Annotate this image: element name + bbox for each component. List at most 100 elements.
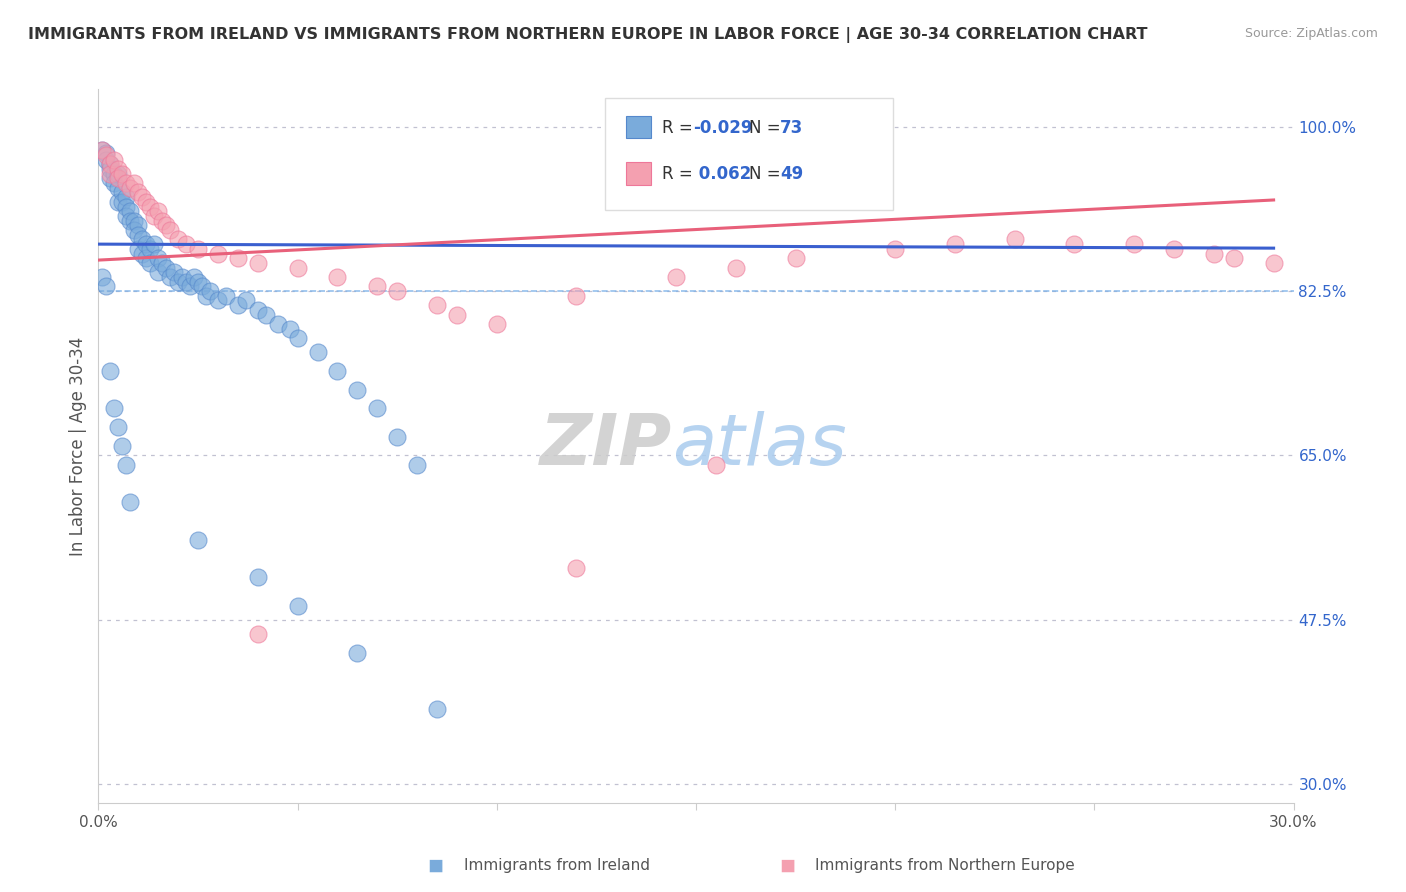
Point — [226, 251, 249, 265]
Point — [246, 256, 269, 270]
Point — [187, 533, 209, 547]
Point — [326, 270, 349, 285]
Point — [426, 702, 449, 716]
Point — [246, 302, 269, 317]
Text: ◼: ◼ — [427, 855, 444, 875]
Point — [565, 289, 588, 303]
Text: ◼: ◼ — [779, 855, 796, 875]
Text: Immigrants from Northern Europe: Immigrants from Northern Europe — [815, 858, 1076, 872]
Point — [366, 279, 388, 293]
Point — [246, 570, 269, 584]
Point — [1202, 246, 1225, 260]
Point — [167, 232, 190, 246]
Point — [91, 143, 114, 157]
Point — [187, 275, 209, 289]
Point — [103, 167, 125, 181]
Point — [884, 242, 907, 256]
Point — [565, 561, 588, 575]
Point — [98, 171, 122, 186]
Point — [665, 270, 688, 285]
Point — [215, 289, 238, 303]
Point — [174, 237, 197, 252]
Point — [174, 275, 197, 289]
Point — [127, 186, 149, 200]
Point — [183, 270, 205, 285]
Point — [139, 256, 162, 270]
Point — [278, 321, 301, 335]
Point — [139, 200, 162, 214]
Point — [187, 242, 209, 256]
Text: Immigrants from Ireland: Immigrants from Ireland — [464, 858, 650, 872]
Point — [191, 279, 214, 293]
Text: -0.029: -0.029 — [693, 119, 752, 136]
Text: IMMIGRANTS FROM IRELAND VS IMMIGRANTS FROM NORTHERN EUROPE IN LABOR FORCE | AGE : IMMIGRANTS FROM IRELAND VS IMMIGRANTS FR… — [28, 27, 1147, 43]
Point — [107, 161, 129, 176]
Point — [155, 260, 177, 275]
Point — [143, 237, 166, 252]
Point — [131, 246, 153, 260]
Point — [135, 237, 157, 252]
Point — [1063, 237, 1085, 252]
Point — [155, 219, 177, 233]
Point — [267, 317, 290, 331]
Point — [159, 270, 181, 285]
Point — [103, 176, 125, 190]
Point — [107, 420, 129, 434]
Point — [148, 251, 170, 265]
Point — [785, 251, 807, 265]
Point — [107, 171, 129, 186]
Text: N =: N = — [749, 119, 786, 136]
Point — [346, 383, 368, 397]
Point — [98, 157, 122, 171]
Point — [150, 256, 173, 270]
Point — [96, 146, 118, 161]
Text: 73: 73 — [780, 119, 804, 136]
Point — [131, 190, 153, 204]
Point — [135, 194, 157, 209]
Point — [346, 646, 368, 660]
Point — [124, 223, 146, 237]
Point — [96, 153, 118, 167]
Point — [307, 345, 329, 359]
Point — [385, 429, 409, 443]
Text: atlas: atlas — [672, 411, 846, 481]
Point — [485, 317, 508, 331]
Point — [98, 167, 122, 181]
Point — [96, 148, 118, 162]
Point — [287, 599, 309, 613]
Point — [426, 298, 449, 312]
Point — [120, 213, 142, 227]
Point — [103, 401, 125, 416]
Point — [943, 237, 966, 252]
Point — [163, 265, 186, 279]
Point — [179, 279, 201, 293]
Point — [111, 167, 134, 181]
Point — [111, 186, 134, 200]
Point — [115, 458, 138, 472]
Point — [98, 157, 122, 171]
Point — [246, 627, 269, 641]
Point — [127, 242, 149, 256]
Text: Source: ZipAtlas.com: Source: ZipAtlas.com — [1244, 27, 1378, 40]
Point — [143, 209, 166, 223]
Point — [195, 289, 218, 303]
Point — [287, 260, 309, 275]
Point — [207, 293, 229, 308]
Point — [124, 176, 146, 190]
Point — [1123, 237, 1146, 252]
Point — [366, 401, 388, 416]
Point — [91, 143, 114, 157]
Text: R =: R = — [662, 119, 699, 136]
Point — [326, 364, 349, 378]
Point — [235, 293, 257, 308]
Point — [135, 251, 157, 265]
Point — [124, 213, 146, 227]
Point — [120, 204, 142, 219]
Point — [127, 227, 149, 242]
Point — [131, 232, 153, 246]
Point — [385, 284, 409, 298]
Point — [115, 209, 138, 223]
Point — [98, 364, 122, 378]
Point — [120, 181, 142, 195]
Point — [724, 260, 747, 275]
